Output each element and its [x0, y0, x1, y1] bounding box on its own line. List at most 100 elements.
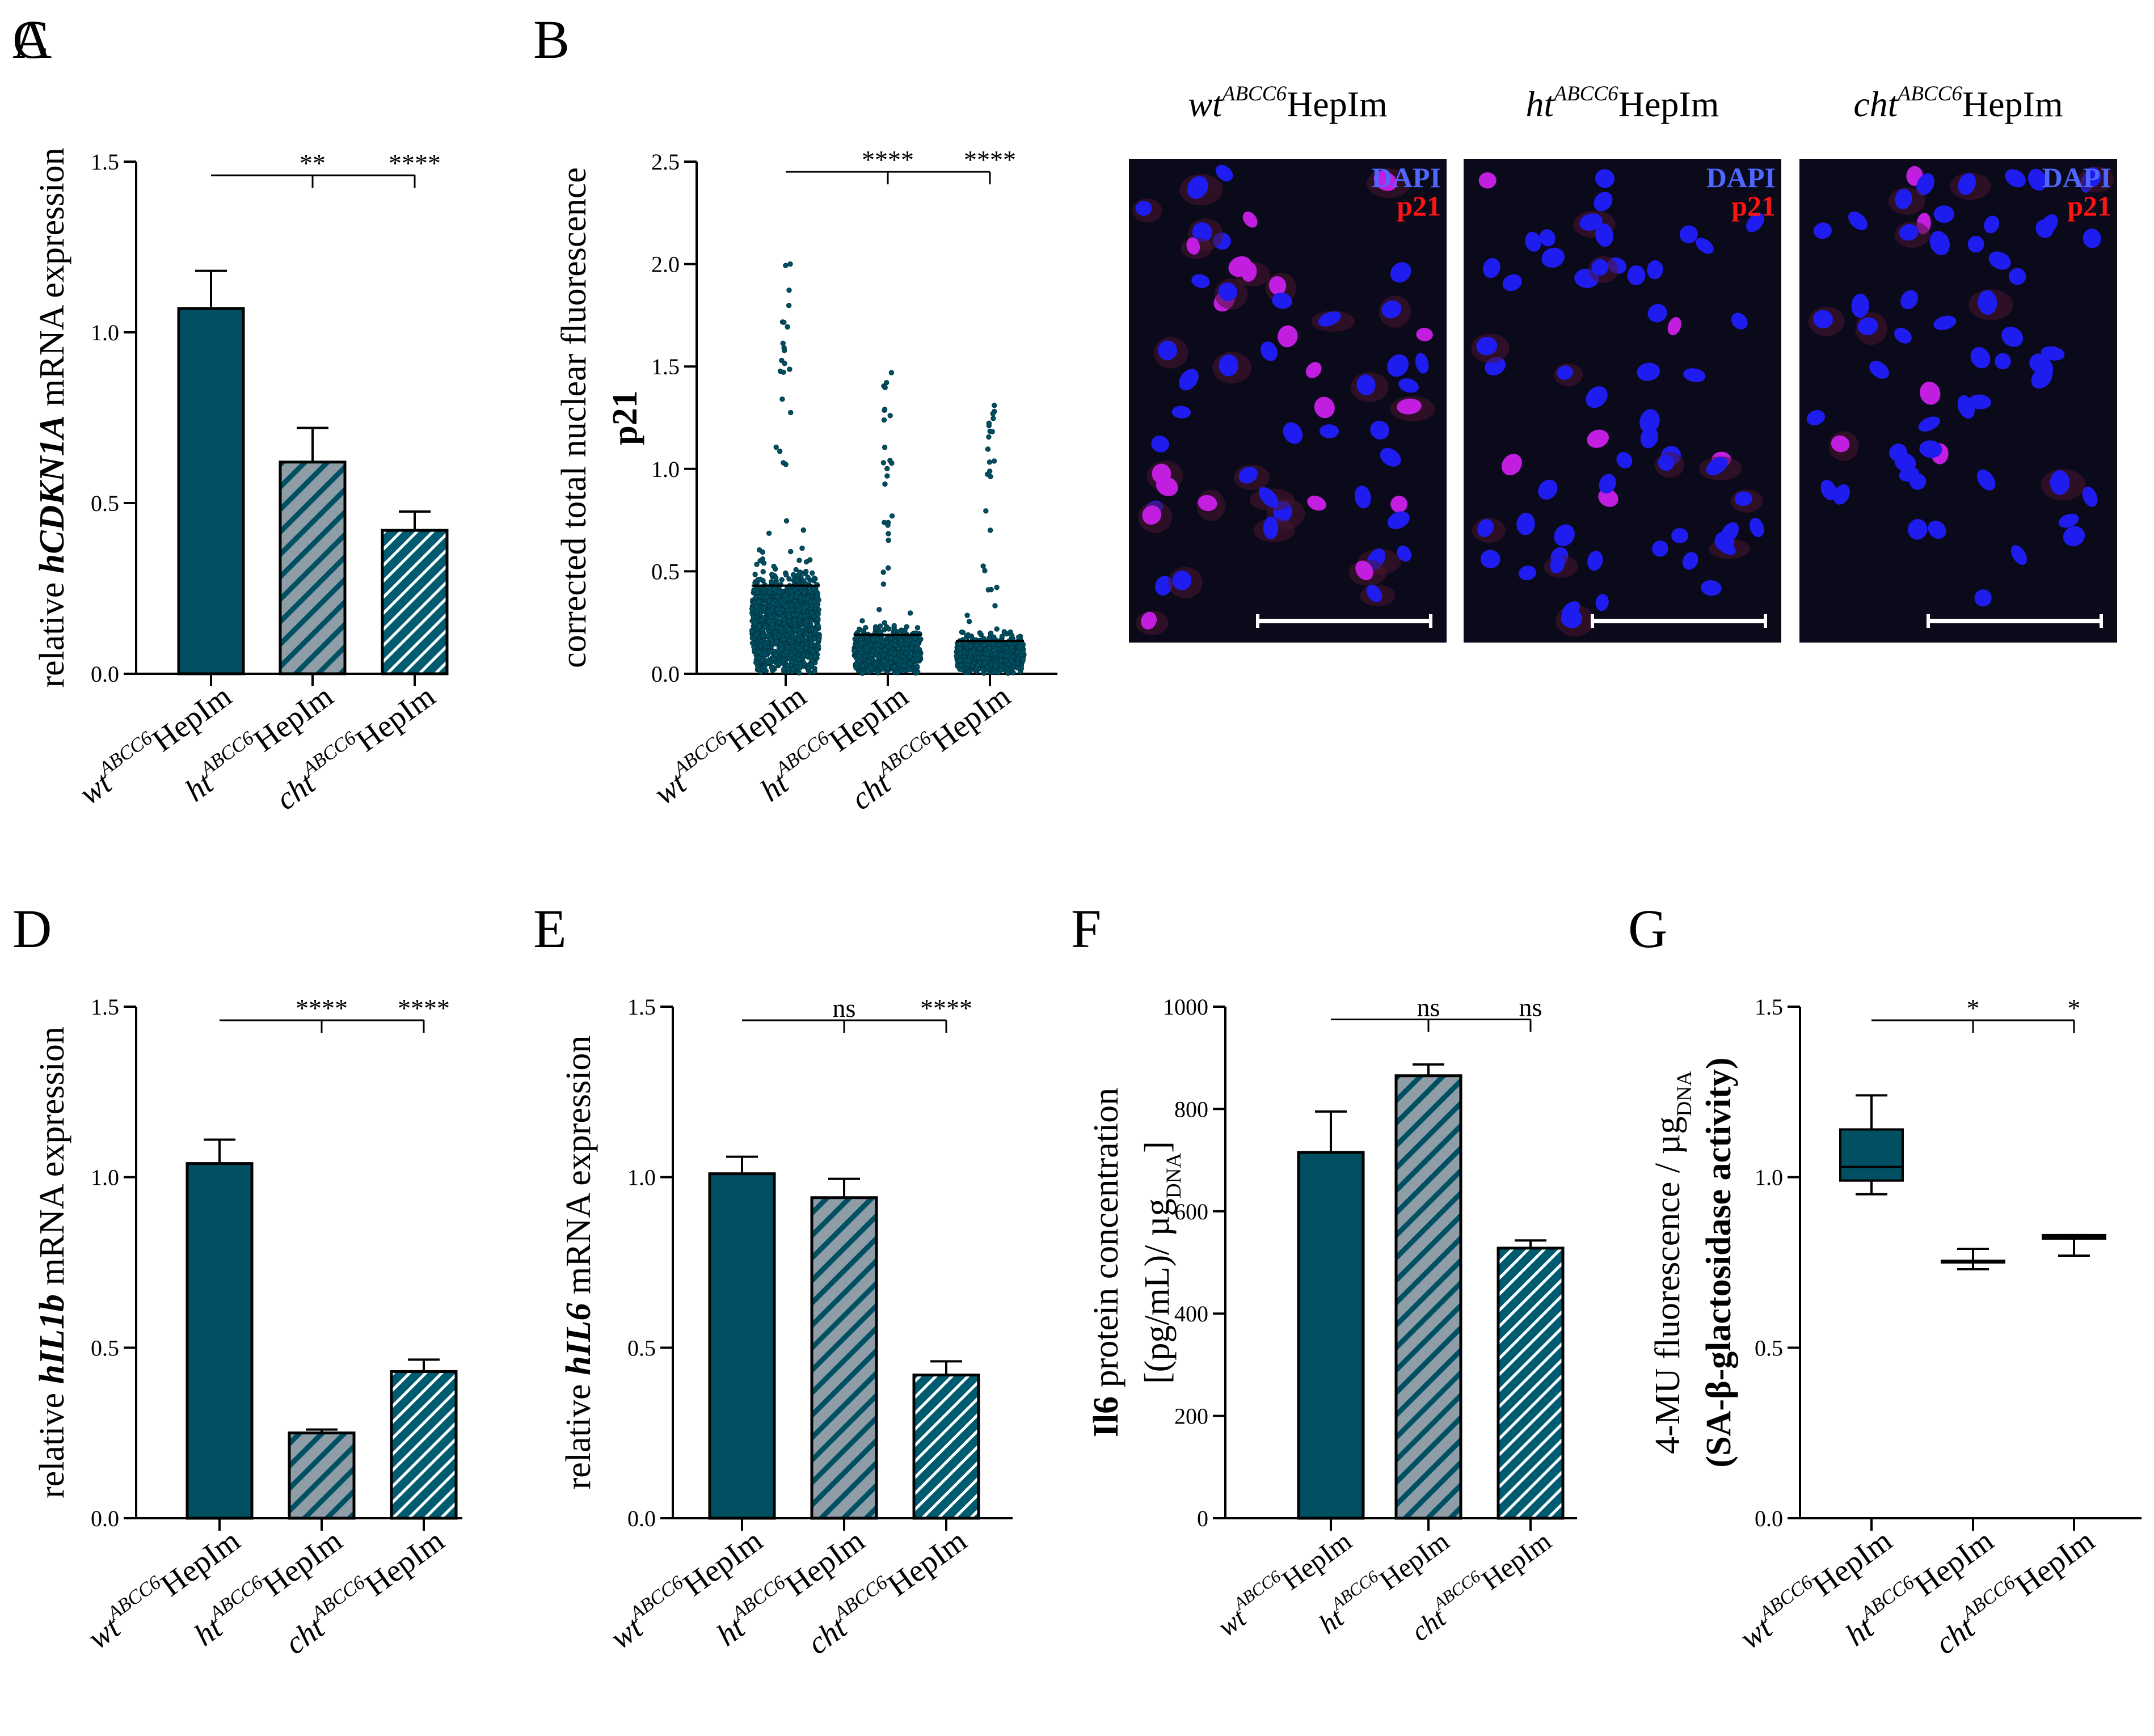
scatter-point [774, 615, 780, 621]
nucleus [1813, 222, 1832, 239]
scatter-point [976, 651, 981, 656]
scatter-point [764, 594, 770, 600]
scatter-point [795, 644, 801, 651]
scatter-point [799, 546, 805, 551]
scatter-point [993, 663, 998, 669]
y-tick-label: 0 [1197, 1506, 1208, 1531]
nucleus [1988, 251, 2011, 270]
scatter-point [886, 565, 891, 571]
significance-label: **** [964, 145, 1016, 174]
nucleus [1637, 362, 1660, 381]
scatter-point [815, 623, 821, 629]
scatter-point [775, 661, 781, 666]
scatter-point [794, 578, 800, 584]
y-tick-label: 1.5 [1755, 994, 1783, 1020]
scatter-point [776, 620, 782, 626]
bar [1394, 1074, 1462, 1520]
significance-label: ns [1417, 993, 1440, 1022]
scatter-point [873, 661, 879, 666]
scatter-point [781, 460, 786, 466]
significance-label: * [2068, 994, 2081, 1023]
significance-label: **** [398, 994, 450, 1023]
scatter-point [804, 596, 810, 602]
scatter-point [810, 658, 815, 664]
scatter-point [882, 385, 888, 391]
scatter-point [797, 569, 803, 575]
nucleus [2040, 214, 2058, 235]
scatter-point [771, 656, 777, 662]
significance-label: **** [862, 145, 914, 174]
nucleus [1397, 398, 1422, 415]
scatter-point [761, 605, 766, 611]
nucleus [2063, 526, 2085, 547]
panel-label: D [12, 898, 52, 959]
scatter-point [815, 611, 821, 617]
scatter-point [766, 618, 772, 624]
nucleus [1746, 213, 1764, 233]
scatter-point [965, 632, 971, 638]
bar [1497, 1247, 1565, 1520]
nucleus [1216, 164, 1233, 181]
y-axis-label-line2: p21 [606, 390, 644, 445]
scatter-point [796, 657, 802, 662]
scatter-point [811, 578, 817, 584]
nucleus [1502, 274, 1522, 292]
nucleus [1228, 256, 1252, 277]
nucleus [2029, 353, 2046, 371]
y-tick-label: 800 [1174, 1096, 1208, 1122]
nucleus [2084, 167, 2101, 187]
significance-label: ns [1519, 993, 1542, 1022]
scatter-point [986, 420, 992, 426]
nucleus [1562, 601, 1580, 618]
nucleus [1594, 192, 1613, 212]
nucleus [1477, 519, 1494, 537]
scatter-point [1003, 645, 1009, 651]
scatter-point [886, 626, 892, 632]
scatter-point [762, 623, 768, 629]
scatter-point [761, 668, 766, 673]
nucleus [1186, 237, 1200, 255]
scatter-point [1001, 629, 1008, 635]
scatter-point [769, 665, 774, 670]
nucleus [1683, 368, 1706, 382]
nucleus [1480, 550, 1500, 568]
scatter-point [769, 572, 775, 577]
nucleus [1366, 584, 1382, 602]
scatter-point [882, 407, 888, 412]
scatter-point [959, 629, 965, 635]
scatter-point [881, 652, 887, 658]
scatter-point [789, 602, 794, 608]
scatter-point [792, 599, 798, 605]
bar [390, 1370, 458, 1520]
scatter-point [904, 624, 909, 630]
nucleus [1283, 422, 1303, 444]
significance-label: ** [300, 149, 326, 178]
nucleus [1909, 473, 1927, 490]
nucleus [1370, 420, 1389, 440]
nucleus [1539, 229, 1556, 247]
nucleus [1976, 469, 1996, 491]
scatter-point [753, 660, 759, 665]
nucleus [1616, 452, 1633, 468]
scatter-point [762, 652, 768, 657]
nucleus [1390, 496, 1407, 513]
scatter-point [808, 632, 813, 638]
nucleus [1933, 205, 1954, 223]
scatter-point [769, 607, 775, 614]
scatter-point [892, 642, 898, 648]
scatter-point [891, 651, 897, 657]
scatter-point [749, 628, 755, 634]
scatter-point [796, 557, 802, 563]
scatter-point [759, 617, 765, 623]
y-tick-label: 0.0 [91, 661, 119, 687]
scatter-point [903, 651, 909, 656]
nucleus [2082, 486, 2098, 507]
nucleus [1918, 416, 1940, 432]
scatter-point [769, 622, 775, 627]
y-tick-label: 0.5 [627, 1335, 656, 1361]
scatter-point [757, 558, 763, 564]
nucleus [1706, 457, 1728, 476]
panel-e-il6-chart: E0.00.51.01.5wtABCC6HepImhtABCC6HepImcht… [533, 898, 1013, 1662]
